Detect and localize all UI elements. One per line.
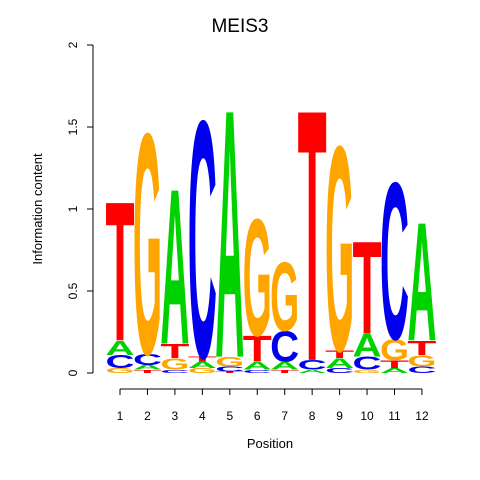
logo-letter-T: T: [160, 340, 189, 363]
x-tick-label: 2: [144, 409, 151, 423]
logo-letter-C: C: [380, 137, 409, 388]
logo-letter-A: A: [353, 327, 382, 363]
logo-letter-T: T: [133, 369, 163, 374]
logo-letter-A: A: [215, 35, 244, 433]
logo-letter-G: G: [325, 86, 354, 413]
logo-letter-A: A: [298, 369, 327, 374]
x-tick-label: 3: [172, 409, 179, 423]
logo-letter-C: C: [105, 352, 134, 373]
logo-letter-A: A: [380, 367, 409, 375]
logo-letter-T: T: [325, 348, 354, 361]
logo-letter-T: T: [215, 371, 245, 374]
x-tick-label: 9: [336, 409, 343, 423]
x-tick-label: 4: [199, 409, 206, 423]
logo-stacks: GCATTACGCGTAGATCTCGACATGTACGACTCATGGCATA…: [105, 35, 436, 437]
y-tick-label: 2: [66, 41, 80, 48]
logo-letter-T: T: [270, 369, 300, 374]
logo-letter-A: A: [105, 336, 134, 359]
x-tick-label: 12: [415, 409, 429, 423]
logo-letter-A: A: [160, 142, 189, 391]
logo-letter-A: A: [270, 360, 299, 373]
logo-letter-T: T: [380, 358, 409, 371]
logo-letter-C: C: [133, 351, 162, 369]
x-tick-label: 5: [226, 409, 233, 423]
logo-letter-A: A: [325, 356, 354, 371]
logo-letter-T: T: [243, 329, 272, 370]
logo-letter-T: T: [105, 160, 134, 383]
logo-letter-A: A: [133, 364, 162, 372]
logo-letter-A: A: [407, 187, 436, 377]
x-tick-label: 1: [117, 409, 124, 423]
logo-letter-G: G: [243, 183, 272, 371]
logo-letter-T: T: [188, 355, 217, 363]
x-axis-label: Position: [247, 436, 293, 451]
x-tick-label: 11: [388, 409, 401, 423]
logo-letter-C: C: [215, 365, 244, 373]
y-tick-label: 0: [66, 369, 80, 376]
y-tick-label: 1: [66, 205, 80, 212]
logo-letter-C: C: [243, 369, 272, 374]
logo-letter-A: A: [243, 360, 272, 373]
logo-letter-C: C: [188, 50, 217, 429]
x-tick-label: 6: [254, 409, 261, 423]
logo-letter-C: C: [298, 358, 327, 373]
logo-letter-T: T: [353, 215, 382, 363]
x-axis: 1 2 3 4 5 6 7 8 9 10 11 12: [117, 388, 429, 423]
logo-letter-G: G: [160, 356, 189, 374]
y-tick-label: 0.5: [66, 282, 80, 299]
logo-letter-G: G: [407, 352, 436, 370]
logo-letter-C: C: [160, 369, 189, 374]
logo-letter-G: G: [105, 367, 134, 375]
chart-title: MEIS3: [211, 16, 268, 37]
logo-letter-C: C: [407, 365, 436, 375]
logo-letter-G: G: [133, 67, 162, 421]
logo-letter-C: C: [353, 353, 382, 374]
logo-letter-G: G: [215, 354, 244, 369]
logo-letter-G: G: [353, 369, 382, 374]
logo-letter-G: G: [188, 367, 217, 375]
x-tick-label: 7: [281, 409, 288, 423]
logo-stack-position-8: ACT: [298, 36, 327, 437]
y-axis: 0 0.5 1 1.5 2: [66, 41, 94, 376]
logo-letter-T: T: [407, 336, 436, 359]
x-tick-label: 8: [309, 409, 316, 423]
logo-letter-C: C: [325, 367, 354, 375]
y-tick-label: 1.5: [66, 118, 80, 135]
logo-letter-A: A: [188, 360, 217, 370]
logo-letter-C: C: [270, 322, 299, 371]
x-tick-label: 10: [360, 409, 374, 423]
logo-letter-G: G: [380, 333, 409, 367]
logo-letter-G: G: [270, 242, 299, 352]
y-axis-label: Information content: [30, 153, 45, 265]
logo-letter-T: T: [298, 36, 327, 437]
